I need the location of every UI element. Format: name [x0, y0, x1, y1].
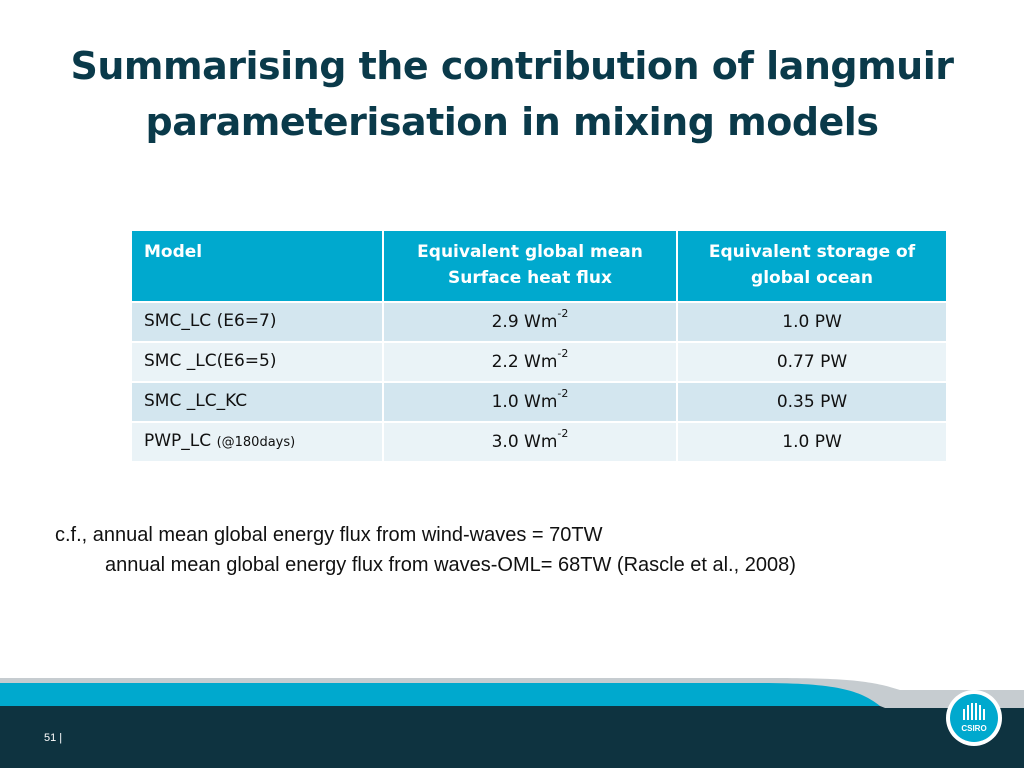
cell-storage: 1.0 PW — [676, 301, 948, 343]
flux-value: 3.0 Wm — [491, 431, 558, 452]
energy-flux-note: c.f., annual mean global energy flux fro… — [55, 520, 796, 580]
csiro-logo-mark-icon: CSIRO — [961, 703, 987, 733]
cell-heat-flux: 2.9 Wm-2 — [382, 301, 678, 343]
flux-exponent: -2 — [557, 306, 569, 320]
cell-model: PWP_LC (@180days) — [130, 421, 384, 463]
header-storage-line-2: global ocean — [751, 268, 873, 288]
flux-exponent: -2 — [557, 386, 569, 400]
table-row: PWP_LC (@180days) 3.0 Wm-2 1.0 PW — [130, 421, 948, 463]
table-row: SMC_LC (E6=7) 2.9 Wm-2 1.0 PW — [130, 301, 948, 343]
cell-storage: 0.77 PW — [676, 341, 948, 383]
flux-exponent: -2 — [557, 426, 569, 440]
page-number: 51 | — [44, 732, 63, 744]
cell-heat-flux: 3.0 Wm-2 — [382, 421, 678, 463]
cell-model: SMC_LC (E6=7) — [130, 301, 384, 343]
model-note: (@180days) — [216, 435, 296, 450]
cell-heat-flux: 2.2 Wm-2 — [382, 341, 678, 383]
header-heat-flux: Equivalent global mean Surface heat flux — [382, 229, 678, 303]
table-header-row: Model Equivalent global mean Surface heat… — [130, 229, 948, 303]
model-name: SMC _LC(E6=5) — [144, 351, 277, 371]
model-name: SMC_LC (E6=7) — [144, 311, 277, 331]
csiro-logo-text: CSIRO — [961, 724, 986, 733]
cell-model: SMC _LC(E6=5) — [130, 341, 384, 383]
cell-heat-flux: 1.0 Wm-2 — [382, 381, 678, 423]
cell-storage: 0.35 PW — [676, 381, 948, 423]
footer-blue-wave — [0, 683, 880, 706]
header-storage: Equivalent storage of global ocean — [676, 229, 948, 303]
flux-exponent: -2 — [557, 346, 569, 360]
header-heat-flux-line-1: Equivalent global mean — [417, 242, 643, 262]
csiro-logo-circle: CSIRO — [950, 694, 998, 742]
header-model-label: Model — [144, 242, 203, 262]
flux-value: 2.2 Wm — [491, 351, 558, 372]
cell-storage: 1.0 PW — [676, 421, 948, 463]
table-row: SMC _LC_KC 1.0 Wm-2 0.35 PW — [130, 381, 948, 423]
flux-value: 1.0 Wm — [491, 391, 558, 412]
footer-band — [0, 678, 1024, 768]
slide-title-line-1: Summarising the contribution of langmuir — [70, 44, 954, 88]
csiro-logo: CSIRO — [946, 690, 1002, 746]
note-line-2: annual mean global energy flux from wave… — [105, 554, 796, 576]
model-name: PWP_LC — [144, 431, 217, 451]
header-heat-flux-line-2: Surface heat flux — [448, 268, 612, 288]
header-storage-line-1: Equivalent storage of — [708, 242, 916, 262]
model-name: SMC _LC_KC — [144, 391, 248, 411]
flux-value: 2.9 Wm — [491, 311, 558, 332]
note-line-1: c.f., annual mean global energy flux fro… — [55, 524, 603, 546]
results-table: Model Equivalent global mean Surface heat… — [130, 229, 948, 463]
header-model: Model — [130, 229, 384, 303]
slide-title-line-2: parameterisation in mixing models — [145, 100, 879, 144]
table-row: SMC _LC(E6=5) 2.2 Wm-2 0.77 PW — [130, 341, 948, 383]
slide-title: Summarising the contribution of langmuir… — [0, 38, 1024, 150]
cell-model: SMC _LC_KC — [130, 381, 384, 423]
footer-dark-fill — [0, 708, 1024, 768]
